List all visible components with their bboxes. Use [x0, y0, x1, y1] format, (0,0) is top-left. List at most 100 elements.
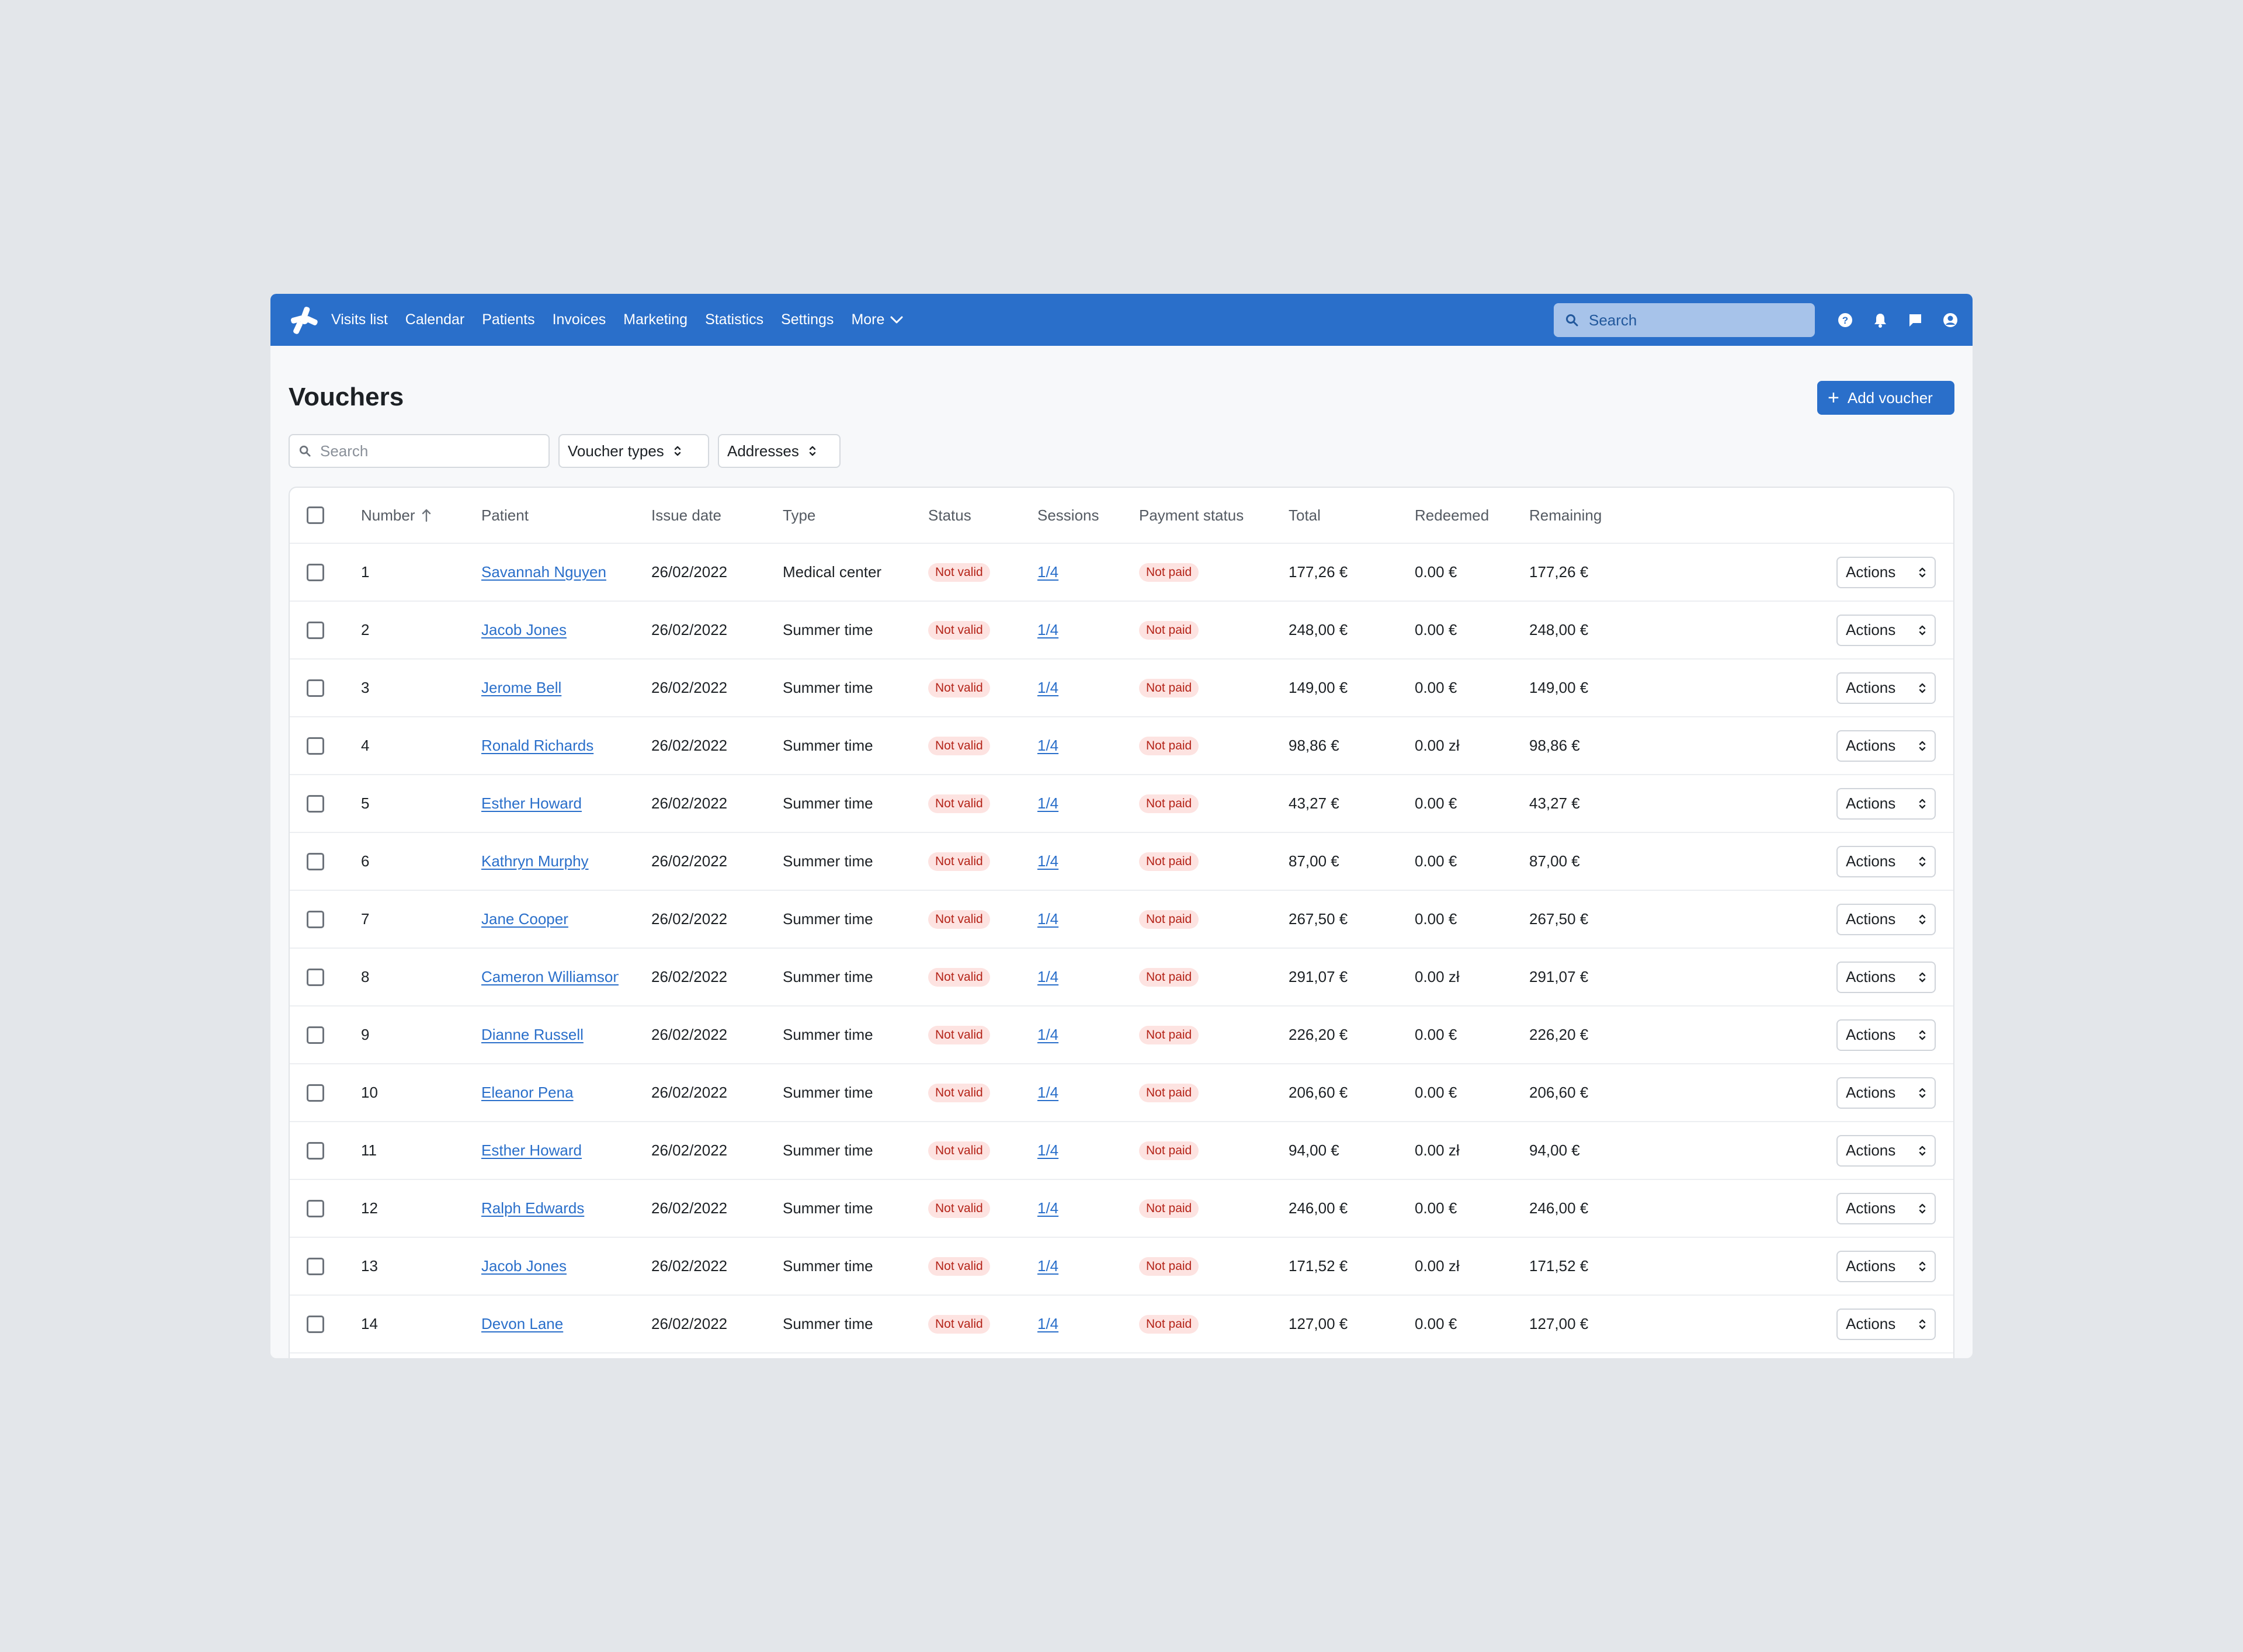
cell-sessions-value[interactable]: 1/4 [1037, 737, 1059, 754]
cell-patient-value[interactable]: Jacob Jones [481, 621, 567, 638]
nav-item-visits-list[interactable]: Visits list [331, 311, 388, 328]
column-header-redeemed[interactable]: Redeemed [1415, 506, 1489, 524]
actions-button[interactable]: Actions [1836, 845, 1936, 877]
cell-sessions-value[interactable]: 1/4 [1037, 679, 1059, 696]
nav-item-settings[interactable]: Settings [781, 311, 834, 328]
cell-type: Summer time [783, 1007, 873, 1063]
cell-sessions-value[interactable]: 1/4 [1037, 968, 1059, 985]
cell-patient-value[interactable]: Ralph Edwards [481, 1199, 585, 1217]
cell-actions: Actions [1836, 1180, 1936, 1237]
cell-patient-value[interactable]: Savannah Nguyen [481, 563, 606, 581]
cell-total: 87,00 € [1289, 833, 1339, 890]
cell-sessions-value[interactable]: 1/4 [1037, 563, 1059, 581]
cell-sessions-value[interactable]: 1/4 [1037, 1257, 1059, 1275]
column-header-payment-status[interactable]: Payment status [1139, 506, 1244, 524]
column-header-sessions[interactable]: Sessions [1037, 506, 1099, 524]
actions-button[interactable]: Actions [1836, 1250, 1936, 1282]
cell-redeemed-value: 0.00 € [1415, 1084, 1457, 1101]
actions-button[interactable]: Actions [1836, 903, 1936, 935]
actions-button[interactable]: Actions [1836, 1134, 1936, 1167]
cell-actions: Actions [1836, 660, 1936, 716]
cell-issue-date-value: 26/02/2022 [651, 852, 728, 870]
row-checkbox[interactable] [307, 1238, 324, 1294]
row-checkbox[interactable] [307, 1180, 324, 1237]
cell-issue-date-value: 26/02/2022 [651, 737, 728, 754]
cell-sessions-value[interactable]: 1/4 [1037, 852, 1059, 870]
column-header-remaining[interactable]: Remaining [1529, 506, 1602, 524]
addresses-select[interactable]: Addresses [718, 434, 841, 468]
row-checkbox[interactable] [307, 949, 324, 1005]
cell-total: 98,86 € [1289, 717, 1339, 774]
column-header-type[interactable]: Type [783, 506, 816, 524]
cell-patient-value[interactable]: Dianne Russell [481, 1026, 584, 1043]
row-checkbox[interactable] [307, 660, 324, 716]
cell-sessions-value[interactable]: 1/4 [1037, 794, 1059, 812]
nav-item-calendar[interactable]: Calendar [405, 311, 465, 328]
chat-icon[interactable] [1898, 294, 1933, 346]
column-header-number[interactable]: Number [361, 488, 431, 543]
cell-patient-value[interactable]: Jerome Bell [481, 679, 562, 696]
status-badge-cell: Not valid [928, 891, 990, 948]
asterisk-logo-icon[interactable] [289, 305, 320, 335]
row-checkbox[interactable] [307, 1122, 324, 1179]
cell-sessions-value[interactable]: 1/4 [1037, 910, 1059, 928]
actions-button[interactable]: Actions [1836, 961, 1936, 993]
actions-button[interactable]: Actions [1836, 787, 1936, 820]
nav-item-invoices[interactable]: Invoices [552, 311, 606, 328]
row-checkbox[interactable] [307, 1064, 324, 1121]
cell-type-value: Summer time [783, 1026, 873, 1043]
actions-button[interactable]: Actions [1836, 556, 1936, 588]
column-header-status[interactable]: Status [928, 506, 971, 524]
actions-button[interactable]: Actions [1836, 1019, 1936, 1051]
row-checkbox[interactable] [307, 775, 324, 832]
cell-patient-value[interactable]: Devon Lane [481, 1315, 564, 1332]
status-badge: Not valid [928, 736, 990, 755]
cell-patient-value[interactable]: Ronald Richards [481, 737, 594, 754]
row-checkbox[interactable] [307, 544, 324, 601]
cell-remaining: 246,00 € [1529, 1180, 1588, 1237]
cell-sessions-value[interactable]: 1/4 [1037, 1199, 1059, 1217]
cell-type-value: Summer time [783, 1141, 873, 1159]
actions-button[interactable]: Actions [1836, 1308, 1936, 1340]
actions-button[interactable]: Actions [1836, 730, 1936, 762]
row-checkbox[interactable] [307, 833, 324, 890]
cell-patient-value[interactable]: Jacob Jones [481, 1257, 567, 1275]
cell-patient-value[interactable]: Eleanor Pena [481, 1084, 574, 1101]
cell-sessions-value[interactable]: 1/4 [1037, 1141, 1059, 1159]
add-voucher-button[interactable]: + Add voucher [1817, 381, 1954, 415]
actions-button[interactable]: Actions [1836, 672, 1936, 704]
actions-button[interactable]: Actions [1836, 614, 1936, 646]
row-checkbox[interactable] [307, 1007, 324, 1063]
cell-patient: Esther Howard [481, 1122, 619, 1179]
cell-sessions-value[interactable]: 1/4 [1037, 621, 1059, 638]
cell-patient-value[interactable]: Cameron Williamson [481, 968, 619, 985]
global-search-input[interactable]: Search [1554, 303, 1815, 337]
voucher-search-input[interactable]: Search [289, 434, 550, 468]
cell-patient-value[interactable]: Jane Cooper [481, 910, 568, 928]
select-all-checkbox[interactable] [307, 488, 324, 543]
row-checkbox[interactable] [307, 1296, 324, 1352]
row-checkbox[interactable] [307, 602, 324, 658]
actions-button[interactable]: Actions [1836, 1192, 1936, 1224]
row-checkbox[interactable] [307, 891, 324, 948]
user-circle-icon[interactable] [1933, 294, 1968, 346]
cell-patient-value[interactable]: Esther Howard [481, 794, 582, 812]
actions-button[interactable]: Actions [1836, 1077, 1936, 1109]
nav-item-statistics[interactable]: Statistics [705, 311, 764, 328]
bell-icon[interactable] [1863, 294, 1898, 346]
nav-item-marketing[interactable]: Marketing [623, 311, 688, 328]
cell-patient-value[interactable]: Kathryn Murphy [481, 852, 589, 870]
cell-sessions-value[interactable]: 1/4 [1037, 1315, 1059, 1332]
cell-sessions-value[interactable]: 1/4 [1037, 1084, 1059, 1101]
cell-sessions-value[interactable]: 1/4 [1037, 1026, 1059, 1043]
help-icon[interactable]: ? [1828, 294, 1863, 346]
row-checkbox[interactable] [307, 717, 324, 774]
column-header-patient[interactable]: Patient [481, 506, 529, 524]
nav-item-more[interactable]: More [851, 311, 903, 328]
nav-item-patients[interactable]: Patients [482, 311, 535, 328]
cell-patient-value[interactable]: Esther Howard [481, 1141, 582, 1159]
column-header-total[interactable]: Total [1289, 506, 1321, 524]
voucher-types-select[interactable]: Voucher types [558, 434, 709, 468]
cell-total-value: 248,00 € [1289, 621, 1348, 638]
column-header-issue-date[interactable]: Issue date [651, 506, 721, 524]
